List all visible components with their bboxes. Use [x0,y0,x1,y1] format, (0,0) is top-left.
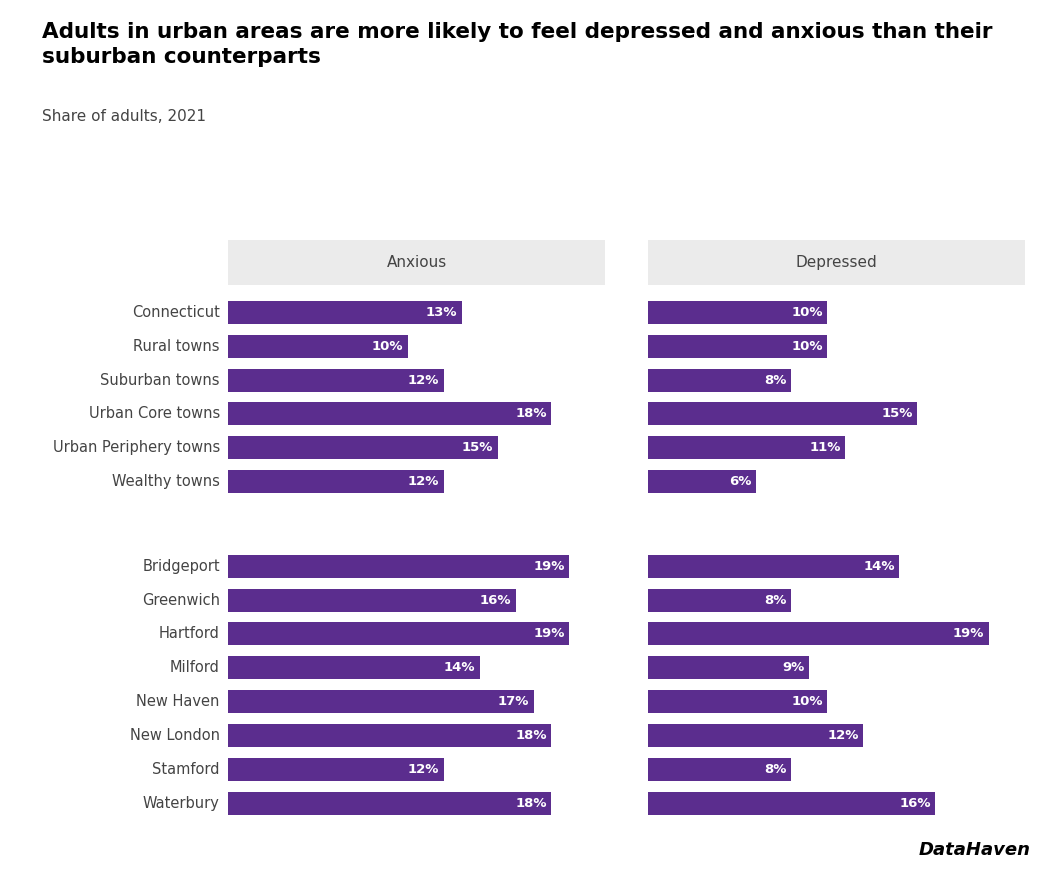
Text: DataHaven: DataHaven [919,841,1030,859]
Bar [228,437,498,459]
Bar [228,402,551,425]
Bar [648,301,827,324]
Text: 15%: 15% [881,408,912,421]
Text: 14%: 14% [444,662,475,675]
Text: Share of adults, 2021: Share of adults, 2021 [42,109,206,124]
Text: 10%: 10% [372,340,404,353]
Bar [648,792,935,815]
Bar [228,589,515,612]
Text: 13%: 13% [426,306,458,319]
Text: Stamford: Stamford [152,762,220,777]
Text: 18%: 18% [515,796,547,809]
Bar [648,622,989,646]
Text: 19%: 19% [953,627,984,640]
Text: 19%: 19% [533,627,565,640]
Text: Greenwich: Greenwich [142,592,220,607]
Text: 16%: 16% [480,593,511,606]
Text: Rural towns: Rural towns [134,339,220,354]
Bar [228,470,444,494]
Text: Urban Periphery towns: Urban Periphery towns [53,440,220,455]
Text: 12%: 12% [408,763,440,776]
Text: 8%: 8% [765,374,787,387]
Text: 10%: 10% [791,340,823,353]
Bar [228,792,551,815]
Bar [228,368,444,392]
Text: 11%: 11% [809,441,841,454]
Text: 14%: 14% [863,560,894,573]
Text: Connecticut: Connecticut [132,305,220,320]
Bar [648,335,827,358]
Bar [228,335,408,358]
Bar [648,589,791,612]
Text: New Haven: New Haven [136,694,220,709]
Text: 12%: 12% [408,475,440,488]
Text: Hartford: Hartford [159,626,220,641]
Text: 12%: 12% [408,374,440,387]
Bar [648,656,809,679]
Bar [648,402,918,425]
Text: 18%: 18% [515,408,547,421]
Text: 8%: 8% [765,593,787,606]
Bar [228,622,569,646]
Bar [648,437,845,459]
Bar [228,758,444,780]
Text: Milford: Milford [170,661,220,676]
Text: Waterbury: Waterbury [143,795,220,810]
Text: 6%: 6% [729,475,751,488]
Text: New London: New London [130,728,220,743]
Bar [648,758,791,780]
Text: 9%: 9% [783,662,805,675]
Text: 10%: 10% [791,695,823,708]
Bar [648,555,900,578]
Bar [648,690,827,713]
Text: 15%: 15% [462,441,493,454]
Text: Anxious: Anxious [387,255,447,270]
Text: 8%: 8% [765,763,787,776]
Bar [648,470,755,494]
Bar [228,724,551,747]
Bar [228,690,533,713]
Bar [228,301,462,324]
Text: 19%: 19% [533,560,565,573]
Bar [228,656,480,679]
Text: Urban Core towns: Urban Core towns [88,407,220,422]
Text: Depressed: Depressed [795,255,877,270]
Bar [228,555,569,578]
Bar [648,724,863,747]
Text: 12%: 12% [827,729,859,742]
Text: 18%: 18% [515,729,547,742]
Text: 10%: 10% [791,306,823,319]
Text: 17%: 17% [498,695,529,708]
Text: Bridgeport: Bridgeport [142,559,220,574]
Text: 16%: 16% [900,796,930,809]
Text: Wealthy towns: Wealthy towns [112,474,220,489]
Text: Suburban towns: Suburban towns [100,373,220,388]
Bar [648,368,791,392]
Text: Adults in urban areas are more likely to feel depressed and anxious than their
s: Adults in urban areas are more likely to… [42,22,993,66]
